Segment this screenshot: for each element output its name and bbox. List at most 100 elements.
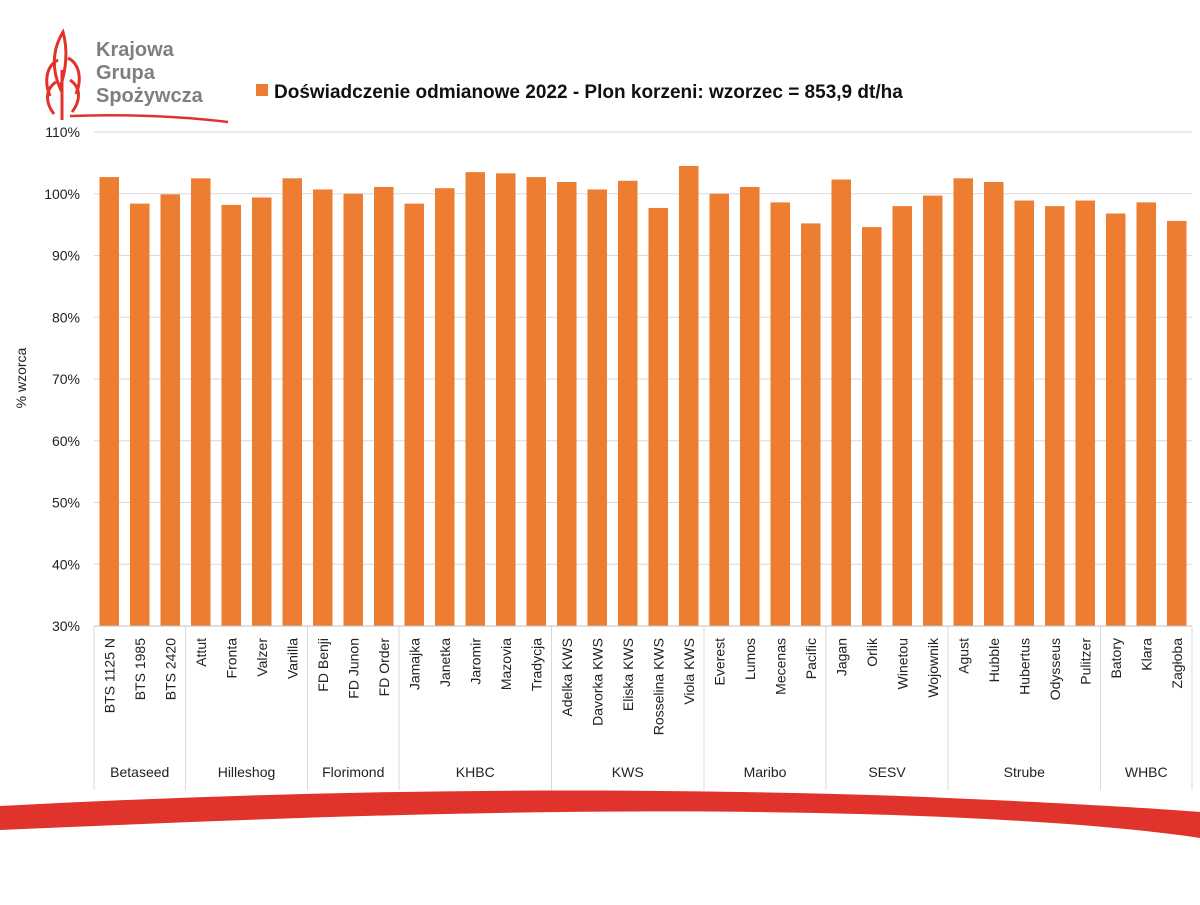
y-tick-label: 50%: [52, 495, 80, 511]
x-tick-label: Viola KWS: [681, 638, 697, 705]
bar: [922, 195, 943, 627]
bar: [312, 189, 333, 627]
x-tick-label: Attut: [193, 638, 209, 667]
x-tick-label: Batory: [1108, 638, 1124, 678]
x-tick-label: FD Benji: [315, 638, 331, 692]
bar: [617, 180, 638, 626]
x-tick-label: Mazovia: [498, 638, 514, 690]
x-tick-label: Hubble: [986, 638, 1002, 683]
x-tick-label: Eliska KWS: [620, 638, 636, 711]
x-tick-label: Lumos: [742, 638, 758, 680]
group-label: Florimond: [322, 764, 384, 780]
bar: [99, 177, 120, 626]
x-tick-label: Wojownik: [925, 637, 941, 698]
bar: [434, 188, 455, 626]
bar: [678, 165, 699, 626]
group-label: SESV: [868, 764, 906, 780]
decorative-swoosh: [0, 790, 1200, 838]
x-tick-label: Pulitzer: [1077, 638, 1093, 685]
y-tick-label: 60%: [52, 433, 80, 449]
x-tick-label: Hubertus: [1016, 638, 1032, 695]
logo-line-1: Krajowa: [96, 39, 175, 61]
bar: [587, 189, 608, 627]
group-label: Hilleshog: [218, 764, 276, 780]
bar: [1044, 206, 1065, 626]
y-tick-label: 80%: [52, 309, 80, 325]
bar: [221, 204, 242, 627]
logo-line-2: Grupa: [96, 62, 156, 84]
group-label: Strube: [1004, 764, 1045, 780]
bar: [1075, 200, 1096, 627]
bar: [1014, 200, 1035, 627]
bar: [953, 178, 974, 626]
x-tick-label: BTS 1985: [132, 638, 148, 700]
x-tick-label: Jaromir: [467, 638, 483, 685]
bar: [892, 206, 913, 626]
bar: [983, 182, 1004, 626]
x-tick-label: Everest: [711, 638, 727, 686]
gridlines: [94, 131, 1192, 627]
x-tick-label: Janetka: [437, 638, 453, 687]
x-tick-label: Orlik: [864, 637, 880, 667]
y-tick-label: 30%: [52, 618, 80, 634]
logo: Krajowa Grupa Spożywcza: [45, 28, 229, 124]
x-tick-label: Mecenas: [772, 638, 788, 695]
y-tick-label: 70%: [52, 371, 80, 387]
x-tick-label: Vanilla: [284, 638, 300, 679]
y-axis-label: % wzorca: [13, 347, 29, 408]
x-axis: BTS 1125 N BTS 1985 BTS 2420 Attut Fronta Val…: [93, 625, 1193, 790]
bar: [1105, 213, 1126, 626]
bar: [1136, 202, 1157, 626]
y-tick-label: 100%: [44, 186, 80, 202]
group-label: WHBC: [1125, 764, 1168, 780]
bar: [800, 223, 821, 626]
bar: [251, 197, 272, 626]
chart-title: Doświadczenie odmianowe 2022 - Plon korz…: [274, 82, 903, 103]
x-tick-label: Rosselina KWS: [650, 638, 666, 735]
x-tick-label: Valzer: [254, 638, 270, 677]
bar: [129, 203, 150, 626]
legend-swatch: [256, 84, 268, 96]
x-tick-label: Odysseus: [1047, 638, 1063, 700]
x-tick-label: Zagłoba: [1169, 638, 1185, 689]
y-tick-label: 40%: [52, 556, 80, 572]
bar: [556, 182, 577, 626]
bar: [495, 173, 516, 626]
x-tick-label: Fronta: [223, 638, 239, 679]
x-tick-label: Jamajka: [406, 638, 422, 690]
group-label: Maribo: [744, 764, 787, 780]
logo-underline: [69, 114, 229, 124]
y-tick-label: 90%: [52, 248, 80, 264]
bar: [160, 194, 181, 626]
bar: [739, 186, 760, 626]
bar: [373, 186, 394, 626]
bar: [831, 179, 852, 627]
y-tick-label: 110%: [45, 124, 80, 140]
x-tick-label: BTS 1125 N: [101, 638, 117, 713]
x-tick-label: Jagan: [833, 638, 849, 676]
bar: [404, 203, 425, 626]
x-tick-label: FD Order: [376, 638, 392, 697]
bar: [190, 178, 211, 626]
x-tick-label: Adelka KWS: [559, 638, 575, 717]
bar: [770, 202, 791, 626]
group-label: Betaseed: [110, 764, 169, 780]
x-tick-label: FD Junon: [345, 638, 361, 699]
bar: [343, 193, 364, 626]
bar: [1166, 220, 1187, 627]
group-label: KWS: [612, 764, 644, 780]
y-axis-ticks: 30% 40% 50% 60% 70% 80% 90% 100% 110%: [44, 124, 80, 634]
logo-line-3: Spożywcza: [96, 85, 204, 107]
bar: [709, 193, 730, 626]
wheat-icon: [45, 28, 81, 120]
x-tick-label: Agust: [955, 638, 971, 674]
group-label: KHBC: [456, 764, 495, 780]
bar: [648, 207, 669, 626]
x-tick-label: Klara: [1138, 638, 1154, 671]
x-tick-label: Davorka KWS: [589, 638, 605, 726]
legend: Doświadczenie odmianowe 2022 - Plon korz…: [256, 82, 903, 103]
bars: [99, 165, 1187, 627]
bar: [861, 227, 882, 626]
bar: [526, 177, 547, 626]
